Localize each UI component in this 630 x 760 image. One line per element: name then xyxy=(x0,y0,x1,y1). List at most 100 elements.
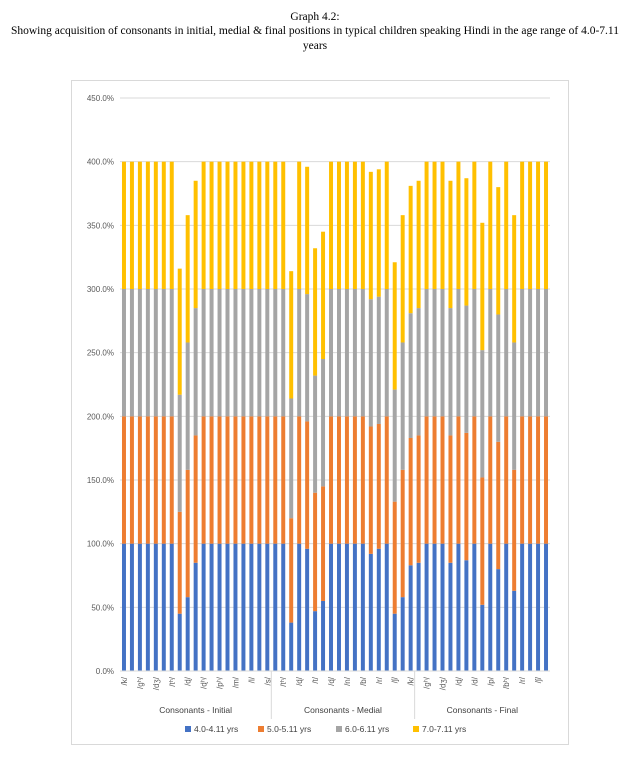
bar-segment xyxy=(496,569,501,671)
x-tick-label: /bʰ/ xyxy=(502,676,511,689)
x-tick-label: /ʃ/ xyxy=(391,676,400,683)
bar-segment xyxy=(384,289,389,417)
bar-segment xyxy=(544,161,549,289)
bar-segment xyxy=(440,289,445,417)
x-axis-tick-labels: /k/ /gʰ/ /dʒ/ /tʰ/ /ɖ/ /ɖʰ/ /pʰ/ /m/ /l/ /s/ /tʰ/ /… xyxy=(120,676,543,690)
bar-segment xyxy=(432,416,437,544)
bar-segment xyxy=(161,543,166,671)
bar-segment xyxy=(344,161,349,289)
bar-segment xyxy=(233,161,238,289)
bar-segment xyxy=(424,289,429,417)
bar-segment xyxy=(121,416,126,544)
bar-segment xyxy=(432,289,437,417)
bar-segment xyxy=(336,543,341,671)
bar-segment xyxy=(169,416,174,544)
y-tick-label: 200.0% xyxy=(87,412,114,421)
bar-segment xyxy=(488,543,493,671)
bar-segment xyxy=(456,543,461,671)
bar-segment xyxy=(528,289,533,417)
x-tick-label: /tʰ/ xyxy=(168,676,177,687)
bar-segment xyxy=(209,289,214,417)
bar-segment xyxy=(448,308,453,436)
bar-segment xyxy=(536,161,541,289)
bar-segment xyxy=(408,313,413,438)
bar-segment xyxy=(249,289,254,417)
x-tick-label: /dʒ/ xyxy=(439,676,448,690)
bar-segment xyxy=(305,166,310,295)
bar-segment xyxy=(257,289,262,417)
bar-segment xyxy=(472,416,477,544)
bar-segment xyxy=(169,289,174,417)
bar-segment xyxy=(456,289,461,417)
bar-segment xyxy=(217,289,222,417)
bar-segment xyxy=(400,469,405,598)
bar-segment xyxy=(520,289,525,417)
bar-segment xyxy=(408,437,413,566)
bar-segment xyxy=(137,416,142,544)
bar-segment xyxy=(344,543,349,671)
bar-segment xyxy=(201,161,206,289)
bar-segment xyxy=(464,560,469,671)
bar-segment xyxy=(289,622,294,671)
y-tick-label: 250.0% xyxy=(87,349,114,358)
legend: 4.0-4.11 yrs 5.0-5.11 yrs 6.0-6.11 yrs 7.0-… xyxy=(185,724,466,734)
bar-segment xyxy=(273,289,278,417)
y-tick-label: 150.0% xyxy=(87,476,114,485)
bar-segment xyxy=(512,469,517,591)
bar-segment xyxy=(424,543,429,671)
bar-segment xyxy=(360,161,365,289)
bar-segment xyxy=(145,289,150,417)
bar-segment xyxy=(344,416,349,544)
bar-segment xyxy=(368,171,373,300)
bar-segment xyxy=(153,543,158,671)
bar-segment xyxy=(313,375,318,493)
bar-segment xyxy=(424,416,429,544)
bar-segment xyxy=(416,562,421,671)
bar-segment xyxy=(193,435,198,563)
bar-segment xyxy=(225,416,230,544)
bar-segment xyxy=(480,477,485,605)
legend-label: 7.0-7.11 yrs xyxy=(422,724,466,734)
x-tick-label: /ɖʰ/ xyxy=(200,676,209,689)
bar-segment xyxy=(241,161,246,289)
bar-segment xyxy=(313,611,318,671)
bar-segment xyxy=(408,565,413,671)
bar-segment xyxy=(376,169,381,297)
x-tick-label: /m/ xyxy=(231,676,240,688)
bar-segment xyxy=(536,543,541,671)
bar-segment xyxy=(185,469,190,598)
bar-segment xyxy=(281,161,286,289)
bar-segment xyxy=(217,416,222,544)
bar-segment xyxy=(408,185,413,314)
x-tick-label: /ɖ/ xyxy=(295,676,304,686)
bar-segment xyxy=(281,416,286,544)
bar-segment xyxy=(249,161,254,289)
bar-segment xyxy=(488,416,493,544)
bar-segment xyxy=(376,423,381,549)
bar-segment xyxy=(297,416,302,544)
bar-segment xyxy=(392,501,397,614)
bar-segment xyxy=(480,604,485,671)
bar-segment xyxy=(440,416,445,544)
legend-swatch xyxy=(413,726,419,732)
x-tick-label: /k/ xyxy=(407,676,416,685)
bar-segment xyxy=(520,161,525,289)
bar-segment xyxy=(289,271,294,399)
bar-segment xyxy=(169,161,174,289)
x-tick-label: /p/ xyxy=(486,676,495,686)
bar-segment xyxy=(424,161,429,289)
bar-segment xyxy=(400,215,405,343)
bar-segment xyxy=(480,350,485,478)
y-axis-tick-labels: 0.0% 50.0% 100.0% 150.0% 200.0% 250.0% 300.0% 3… xyxy=(87,94,114,676)
bar-segment xyxy=(265,161,270,289)
bar-segment xyxy=(536,416,541,544)
bar-segment xyxy=(321,600,326,671)
x-tick-label: /ɖ/ xyxy=(184,676,193,686)
bar-segment xyxy=(145,161,150,289)
bar-segment xyxy=(281,289,286,417)
bar-segment xyxy=(464,178,469,306)
bar-segment xyxy=(265,289,270,417)
bar-segment xyxy=(185,215,190,343)
bar-segment xyxy=(416,180,421,309)
bar-segment xyxy=(448,180,453,309)
